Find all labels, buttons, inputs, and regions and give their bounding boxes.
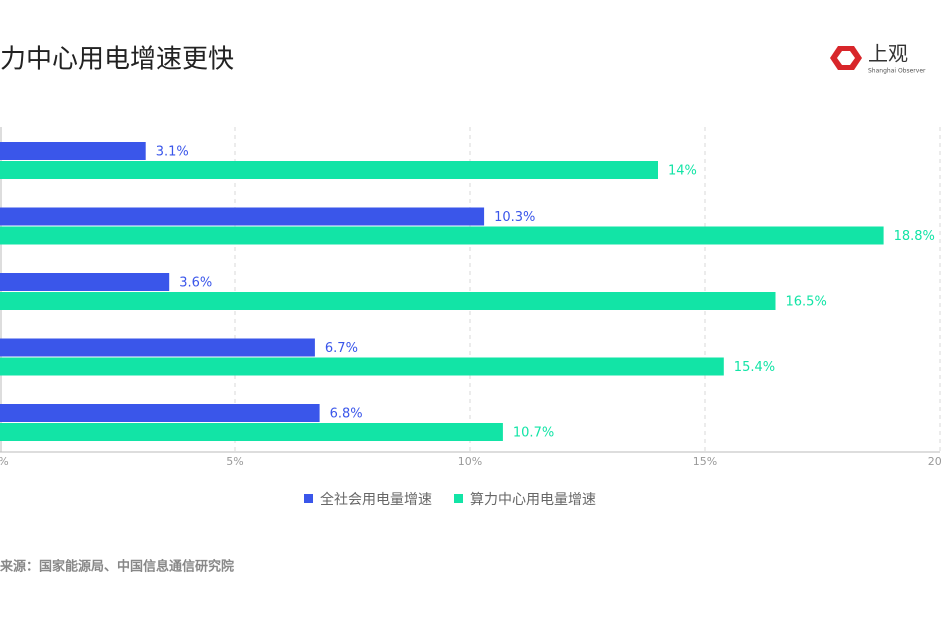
bar [0,357,724,376]
source-note: 来源：国家能源局、中国信息通信研究院 [0,559,234,575]
logo-mark-inner [837,51,855,65]
legend-swatch [454,494,463,503]
value-label: 6.8% [330,407,363,422]
logo-subtitle: Shanghai Observer [868,68,926,75]
x-tick-label: 20% [928,455,942,468]
legend-swatch [304,494,313,503]
bar [0,404,320,422]
value-label: 15.4% [734,360,775,375]
value-label: 3.6% [179,276,212,291]
value-label: 16.5% [786,295,827,310]
value-label: 14% [668,164,697,179]
bar [0,338,315,357]
value-label: 10.7% [513,426,554,441]
x-tick-label: 10% [458,455,482,468]
value-label: 6.7% [325,341,358,356]
bar [0,207,485,226]
x-tick-label: 0% [0,455,9,468]
legend-label: 全社会用电量增速 [320,491,432,508]
x-tick-label: 5% [226,455,243,468]
bar [0,142,146,160]
legend-label: 算力中心用电量增速 [470,492,596,508]
bar [0,226,884,245]
value-label: 10.3% [494,210,535,225]
chart-title: 力中心用电增速更快 [0,45,234,75]
x-tick-label: 15% [693,455,717,468]
bar [0,273,170,291]
logo-name: 上观 [868,42,908,66]
value-label: 3.1% [156,145,189,160]
bar [0,423,503,441]
bar [0,292,776,310]
bar [0,161,658,179]
logo: 上观 Shanghai Observer [830,42,926,75]
value-label: 18.8% [894,229,935,244]
